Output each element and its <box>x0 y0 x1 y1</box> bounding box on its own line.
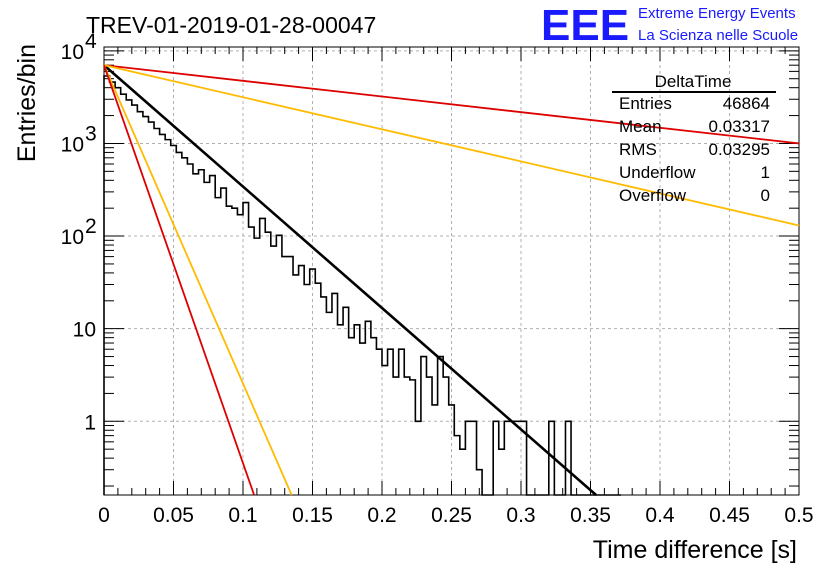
y-tick-label: 1 <box>84 411 96 434</box>
chart-title: TREV-01-2019-01-28-00047 <box>86 12 376 38</box>
logo-line2: La Scienza nelle Scuole <box>638 27 798 44</box>
stats-title: DeltaTime <box>655 72 732 91</box>
histogram-outline <box>103 75 622 496</box>
fit-line <box>103 64 597 496</box>
reference-line <box>103 64 255 496</box>
x-tick-label: 0.2 <box>367 504 396 527</box>
stats-row-label: Overflow <box>619 186 687 205</box>
reference-line <box>103 64 800 145</box>
x-tick-label: 0.4 <box>645 504 675 527</box>
logo-line1: Extreme Energy Events <box>638 5 796 22</box>
reference-line <box>103 64 293 496</box>
x-tick-label: 0.3 <box>506 504 535 527</box>
stats-row-value: 0 <box>761 186 770 205</box>
y-tick-exponent: 2 <box>85 215 97 238</box>
x-tick-label: 0.1 <box>228 504 257 527</box>
x-tick-label: 0.25 <box>431 504 472 527</box>
x-tick-label: 0.15 <box>292 504 333 527</box>
reference-line <box>103 64 800 227</box>
stats-row-value: 0.03295 <box>709 140 770 159</box>
tick-labels: 0 0.05 0.1 0.15 0.2 0.25 0.3 0.35 0.4 0.45 0.51101… <box>61 30 814 527</box>
stats-row-label: Underflow <box>619 163 696 182</box>
y-tick-label: 10 <box>61 133 84 156</box>
stats-row-label: Entries <box>619 94 672 113</box>
x-tick-label: 0.35 <box>570 504 611 527</box>
y-tick-exponent: 3 <box>85 122 97 145</box>
y-tick-exponent: 4 <box>85 30 97 53</box>
x-tick-label: 0.5 <box>784 504 813 527</box>
stats-box: DeltaTime Entries 46864 Mean 0.03317 RMS 0.03… <box>612 72 776 205</box>
stats-row-label: Mean <box>619 117 662 136</box>
y-axis-label: Entries/bin <box>13 44 41 162</box>
x-tick-label: 0 <box>98 504 110 527</box>
x-tick-label: 0.05 <box>153 504 194 527</box>
x-axis-label: Time difference [s] <box>593 536 797 564</box>
stats-row-value: 46864 <box>723 94 770 113</box>
stats-row-value: 0.03317 <box>709 117 770 136</box>
y-tick-label: 10 <box>73 319 96 342</box>
y-tick-label: 10 <box>61 226 84 249</box>
data-series <box>103 64 800 496</box>
x-tick-label: 0.45 <box>709 504 750 527</box>
stats-row-label: RMS <box>619 140 657 159</box>
stats-row-value: 1 <box>761 163 770 182</box>
y-tick-label: 10 <box>61 41 84 64</box>
logo-mark: EEE <box>541 1 629 50</box>
